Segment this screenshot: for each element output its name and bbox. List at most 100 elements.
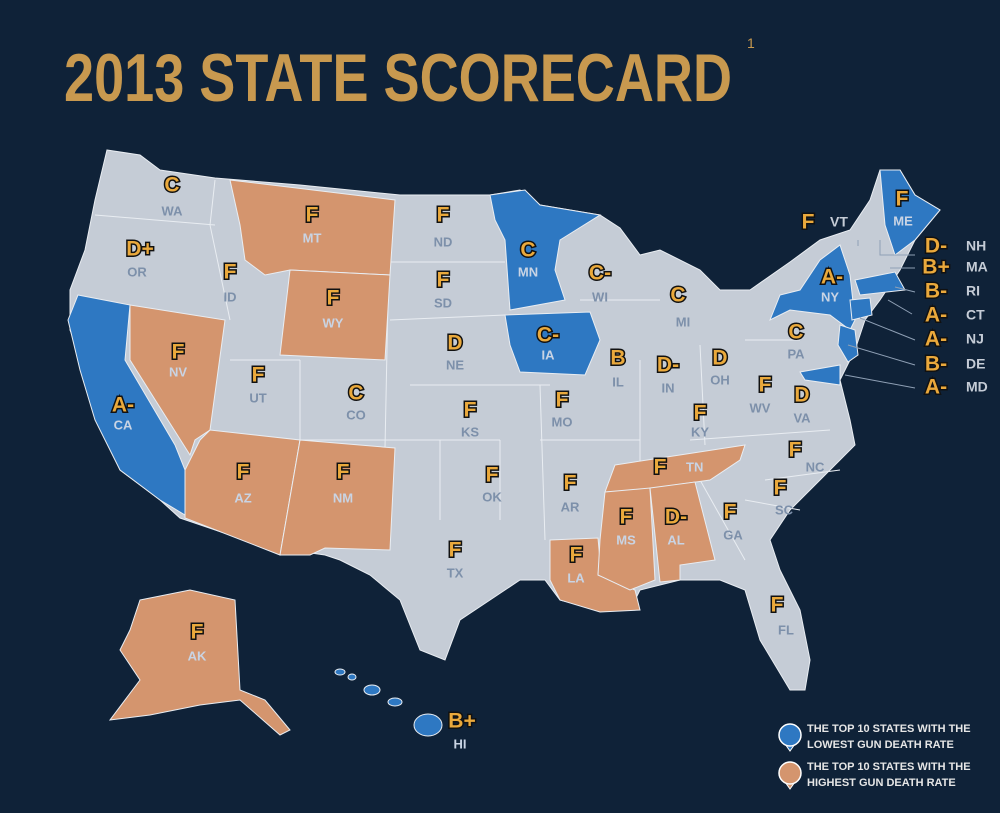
state-abbr: TX <box>447 565 464 580</box>
legend-label: HIGHEST GUN DEATH RATE <box>807 777 956 789</box>
state-shape <box>129 304 226 457</box>
state-shape <box>413 713 443 737</box>
state-shape <box>837 324 859 363</box>
state-abbr: AL <box>667 532 684 547</box>
state-abbr: NJ <box>966 331 984 347</box>
legend-marker <box>778 723 802 747</box>
state-abbr: NY <box>821 289 839 304</box>
state-grade: A- <box>925 328 947 351</box>
state-abbr: WV <box>750 400 771 415</box>
state-abbr: NM <box>333 490 353 505</box>
state-abbr: AZ <box>234 490 251 505</box>
state-grade: D- <box>925 235 947 258</box>
state-shape <box>489 189 602 311</box>
state-grade: F <box>774 477 787 500</box>
state-abbr: MD <box>966 379 988 395</box>
title: 2013 STATE SCORECARD <box>64 40 732 116</box>
state-abbr: OR <box>127 264 147 279</box>
state-grade: F <box>464 399 477 422</box>
state-grade: F <box>570 544 583 567</box>
state-abbr: AK <box>188 648 207 663</box>
state-grade: F <box>224 261 237 284</box>
state-shape <box>849 297 873 321</box>
state-abbr: NV <box>169 364 187 379</box>
state-grade: D+ <box>126 238 153 261</box>
state-labels: CWAD+ORA-CAFIDFNVFMTFWYFUTFAZCCOFNMFNDFS… <box>110 172 988 751</box>
title-footnote: 1 <box>747 35 755 51</box>
state-grade: B- <box>925 280 947 303</box>
state-abbr: PA <box>787 346 805 361</box>
state-grade: F <box>564 472 577 495</box>
state-abbr: MI <box>676 314 690 329</box>
state-grade: F <box>802 211 815 234</box>
state-grade: A- <box>821 266 843 289</box>
state-grade: D- <box>657 354 679 377</box>
state-grade: F <box>654 456 667 479</box>
state-abbr: UT <box>249 390 266 405</box>
state-abbr: LA <box>567 570 585 585</box>
state-grade: C <box>670 284 685 307</box>
state-shape <box>279 439 396 556</box>
state-grade: F <box>437 269 450 292</box>
legend-label: LOWEST GUN DEATH RATE <box>807 739 954 751</box>
state-abbr: MN <box>518 264 538 279</box>
legend-marker <box>778 761 802 785</box>
state-grade: F <box>556 389 569 412</box>
state-grade: F <box>789 439 802 462</box>
state-abbr: WY <box>323 315 344 330</box>
state-abbr: CA <box>114 417 133 432</box>
state-grade: F <box>694 402 707 425</box>
state-grade: D <box>447 332 462 355</box>
state-grade: F <box>437 204 450 227</box>
state-shape <box>108 589 291 736</box>
state-abbr: MO <box>552 414 573 429</box>
state-grade: F <box>337 461 350 484</box>
state-grade: F <box>327 287 340 310</box>
state-abbr: RI <box>966 283 980 299</box>
legend-label: THE TOP 10 STATES WITH THE <box>807 723 971 735</box>
state-abbr: MA <box>966 259 988 275</box>
state-shape <box>387 697 403 707</box>
state-grade: A- <box>112 394 134 417</box>
state-shape <box>67 294 186 516</box>
state-shape <box>279 269 391 361</box>
state-shape <box>799 364 841 386</box>
state-grade: C <box>348 382 363 405</box>
state-abbr: WI <box>592 289 608 304</box>
state-abbr: FL <box>778 622 794 637</box>
state-grade: D- <box>665 506 687 529</box>
state-grade: F <box>620 506 633 529</box>
state-grade: B <box>610 347 625 370</box>
legend-label: THE TOP 10 STATES WITH THE <box>807 761 971 773</box>
state-grade: F <box>896 188 909 211</box>
state-abbr: NC <box>806 459 825 474</box>
state-abbr: IL <box>612 374 624 389</box>
state-shape <box>363 684 381 696</box>
state-abbr: NH <box>966 238 986 254</box>
state-abbr: OK <box>482 489 502 504</box>
state-grade: F <box>759 374 772 397</box>
state-grade: D <box>794 384 809 407</box>
state-abbr: WA <box>162 203 184 218</box>
state-grade: F <box>191 621 204 644</box>
state-shapes <box>67 169 941 737</box>
state-abbr: KY <box>691 424 709 439</box>
state-grade: C <box>164 174 179 197</box>
state-abbr: KS <box>461 424 479 439</box>
state-grade: F <box>237 461 250 484</box>
callout-lines <box>844 240 916 389</box>
state-abbr: SD <box>434 295 452 310</box>
state-abbr: IN <box>662 380 675 395</box>
state-abbr: HI <box>454 736 467 751</box>
state-abbr: IA <box>542 347 556 362</box>
state-abbr: GA <box>723 527 743 542</box>
state-abbr: AR <box>561 499 580 514</box>
state-grade: B+ <box>448 710 475 733</box>
state-shape <box>334 668 346 676</box>
state-grade: F <box>252 364 265 387</box>
state-abbr: OH <box>710 372 730 387</box>
state-grade: A- <box>925 376 947 399</box>
state-grade: B- <box>925 353 947 376</box>
state-abbr: MS <box>616 532 636 547</box>
